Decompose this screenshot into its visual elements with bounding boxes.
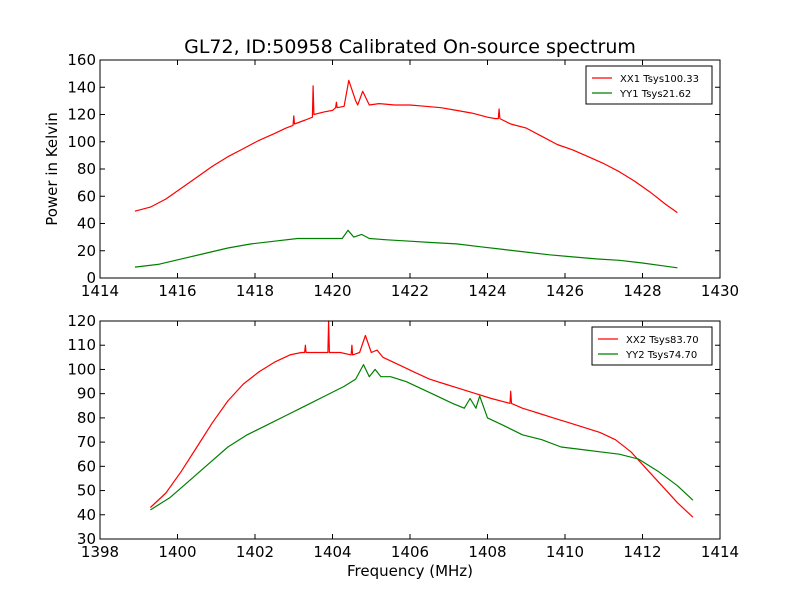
y-tick-label: 80: [77, 160, 96, 178]
y-tick-label: 60: [77, 457, 96, 475]
y-tick-label: 160: [67, 51, 96, 69]
x-axis-label-bottom: Frequency (MHz): [347, 562, 473, 580]
x-tick-label: 1418: [236, 282, 274, 300]
legend-label: XX2 Tsys83.70: [626, 335, 699, 346]
x-tick-label: 1412: [623, 543, 661, 561]
y-tick-label: 80: [77, 409, 96, 427]
y-tick-label: 30: [77, 530, 96, 548]
legend-label: XX1 Tsys100.33: [620, 74, 699, 85]
x-tick-label: 1430: [701, 282, 739, 300]
legend-box: [591, 326, 713, 366]
y-tick-label: 40: [77, 506, 96, 524]
x-tick-label: 1428: [623, 282, 661, 300]
legend-label: YY1 Tsys21.62: [619, 89, 691, 100]
x-tick-label: 1424: [468, 282, 506, 300]
x-tick-label: 1402: [236, 543, 274, 561]
y-tick-label: 50: [77, 482, 96, 500]
x-tick-label: 1420: [313, 282, 351, 300]
series-line-xx2: [149, 320, 694, 518]
y-tick-label: 140: [67, 78, 96, 96]
legend-label: YY2 Tsys74.70: [625, 350, 697, 361]
legend: XX1 Tsys100.33 YY1 Tsys21.62: [585, 65, 713, 105]
y-tick-label: 70: [77, 433, 96, 451]
y-tick-label: 100: [67, 360, 96, 378]
x-tick-label: 1414: [701, 543, 739, 561]
series-line-yy2: [150, 364, 694, 511]
y-tick-label: 20: [77, 242, 96, 260]
series-line-xx1: [134, 79, 678, 214]
x-tick-label: 1406: [391, 543, 429, 561]
x-tick-label: 1408: [468, 543, 506, 561]
series-line-yy1: [134, 229, 678, 269]
y-tick-label: 90: [77, 385, 96, 403]
y-tick-label: 120: [67, 312, 96, 330]
y-tick-label: 100: [67, 133, 96, 151]
x-tick-label: 1426: [546, 282, 584, 300]
y-tick-label: 40: [77, 215, 96, 233]
x-tick-label: 1422: [391, 282, 429, 300]
top-plot-panel: 1414 1416 1418 1420 1422 1424 1426 1428 1430 0 20 4…: [67, 51, 739, 300]
chart-title: GL72, ID:50958 Calibrated On-source spec…: [184, 36, 636, 58]
y-axis-label-top: Power in Kelvin: [43, 112, 61, 226]
x-tick-label: 1410: [546, 543, 584, 561]
x-tick-label: 1414: [81, 282, 119, 300]
x-tick-label: 1398: [81, 543, 119, 561]
y-tick-label: 60: [77, 187, 96, 205]
x-tick-label: 1400: [158, 543, 196, 561]
legend-box: [585, 65, 713, 105]
x-tick-label: 1404: [313, 543, 351, 561]
y-tick-label: 110: [67, 336, 96, 354]
x-tick-label: 1416: [158, 282, 196, 300]
bottom-plot-panel: 1398 1400 1402 1404 1406 1408 1410 1412 1414 30 40…: [67, 312, 739, 561]
y-tick-label: 120: [67, 106, 96, 124]
y-tick-label: 0: [86, 269, 96, 287]
legend: XX2 Tsys83.70 YY2 Tsys74.70: [591, 326, 713, 366]
